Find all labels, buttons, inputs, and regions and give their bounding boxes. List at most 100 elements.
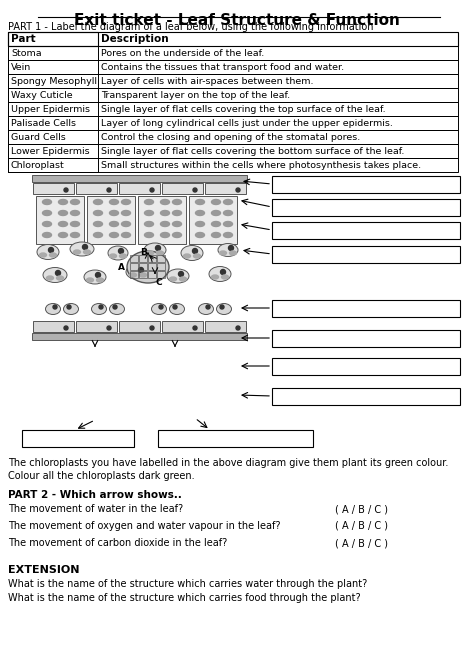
Ellipse shape — [145, 233, 154, 237]
Ellipse shape — [71, 211, 80, 215]
Text: Colour all the chloroplasts dark green.: Colour all the chloroplasts dark green. — [8, 471, 195, 481]
Ellipse shape — [211, 199, 220, 205]
Text: Small structures within the cells where photosynthesis takes place.: Small structures within the cells where … — [101, 161, 421, 169]
Ellipse shape — [43, 268, 67, 282]
Bar — [8, 60, 458, 74]
Ellipse shape — [180, 277, 186, 281]
Ellipse shape — [46, 304, 61, 314]
Text: Lower Epidermis: Lower Epidermis — [11, 147, 90, 155]
Text: Palisade Cells: Palisade Cells — [11, 118, 76, 128]
Ellipse shape — [161, 211, 170, 215]
Ellipse shape — [145, 211, 154, 215]
Bar — [130, 263, 138, 270]
Ellipse shape — [43, 233, 52, 237]
Ellipse shape — [229, 251, 237, 255]
Ellipse shape — [73, 250, 81, 254]
Ellipse shape — [145, 221, 154, 227]
Ellipse shape — [91, 304, 107, 314]
Bar — [139, 255, 147, 262]
Bar — [8, 74, 98, 88]
Circle shape — [220, 305, 224, 309]
Ellipse shape — [217, 304, 231, 314]
Ellipse shape — [221, 275, 228, 279]
Ellipse shape — [144, 243, 166, 257]
Ellipse shape — [109, 233, 118, 237]
Ellipse shape — [109, 304, 125, 314]
Bar — [8, 116, 98, 130]
Ellipse shape — [173, 199, 182, 205]
Bar — [189, 196, 237, 244]
Ellipse shape — [64, 304, 79, 314]
Bar — [8, 144, 98, 158]
Ellipse shape — [218, 244, 238, 256]
Ellipse shape — [126, 264, 150, 280]
Ellipse shape — [93, 221, 102, 227]
Bar — [148, 255, 156, 262]
Ellipse shape — [84, 270, 106, 284]
Text: The movement of carbon dioxide in the leaf?: The movement of carbon dioxide in the le… — [8, 538, 227, 548]
Ellipse shape — [161, 199, 170, 205]
Text: Control the closing and opening of the stomatal pores.: Control the closing and opening of the s… — [101, 132, 360, 142]
Ellipse shape — [195, 221, 204, 227]
Ellipse shape — [121, 221, 130, 227]
Bar — [8, 102, 458, 116]
Ellipse shape — [195, 233, 204, 237]
Circle shape — [95, 272, 100, 278]
Ellipse shape — [145, 199, 154, 205]
Bar — [8, 32, 458, 46]
Ellipse shape — [71, 199, 80, 205]
Ellipse shape — [195, 199, 204, 205]
Ellipse shape — [170, 277, 176, 281]
Ellipse shape — [161, 233, 170, 237]
Ellipse shape — [167, 269, 189, 283]
Bar — [87, 196, 135, 244]
Bar — [32, 175, 247, 182]
Ellipse shape — [173, 233, 182, 237]
Ellipse shape — [146, 251, 154, 255]
Ellipse shape — [139, 273, 146, 277]
Ellipse shape — [199, 304, 213, 314]
Circle shape — [64, 188, 68, 192]
Bar — [157, 255, 165, 262]
Text: EXTENSION: EXTENSION — [8, 565, 80, 575]
Ellipse shape — [127, 251, 169, 283]
Text: Transparent layer on the top of the leaf.: Transparent layer on the top of the leaf… — [101, 90, 290, 100]
Bar — [8, 46, 458, 60]
Ellipse shape — [129, 273, 137, 277]
Text: The chloroplasts you have labelled in the above diagram give them plant its gree: The chloroplasts you have labelled in th… — [8, 458, 448, 468]
Ellipse shape — [93, 211, 102, 215]
Bar — [8, 32, 98, 46]
Text: Upper Epidermis: Upper Epidermis — [11, 104, 90, 114]
Ellipse shape — [121, 211, 130, 215]
Circle shape — [53, 305, 57, 309]
Text: B: B — [140, 248, 147, 257]
Bar — [272, 300, 460, 317]
Text: ( A / B / C ): ( A / B / C ) — [335, 504, 388, 514]
Text: Chloroplast: Chloroplast — [11, 161, 65, 169]
Ellipse shape — [224, 211, 233, 215]
Ellipse shape — [83, 250, 91, 254]
Ellipse shape — [183, 254, 191, 258]
Ellipse shape — [152, 304, 166, 314]
Ellipse shape — [211, 233, 220, 237]
Bar — [119, 183, 160, 194]
Text: Layer of cells with air-spaces between them.: Layer of cells with air-spaces between t… — [101, 76, 313, 86]
Ellipse shape — [156, 251, 164, 255]
Text: Vein: Vein — [11, 62, 31, 72]
Ellipse shape — [219, 251, 227, 255]
Circle shape — [220, 270, 226, 274]
Ellipse shape — [86, 278, 93, 282]
Circle shape — [55, 270, 61, 276]
Text: Contains the tissues that transport food and water.: Contains the tissues that transport food… — [101, 62, 344, 72]
Ellipse shape — [211, 275, 219, 279]
Bar — [272, 176, 460, 193]
Circle shape — [150, 188, 154, 192]
Bar — [36, 196, 84, 244]
Bar — [8, 88, 458, 102]
Bar — [8, 130, 98, 144]
Text: Description: Description — [101, 34, 169, 44]
Bar — [76, 183, 117, 194]
Text: Single layer of flat cells covering the top surface of the leaf.: Single layer of flat cells covering the … — [101, 104, 386, 114]
Bar — [158, 430, 313, 447]
Circle shape — [138, 268, 144, 272]
